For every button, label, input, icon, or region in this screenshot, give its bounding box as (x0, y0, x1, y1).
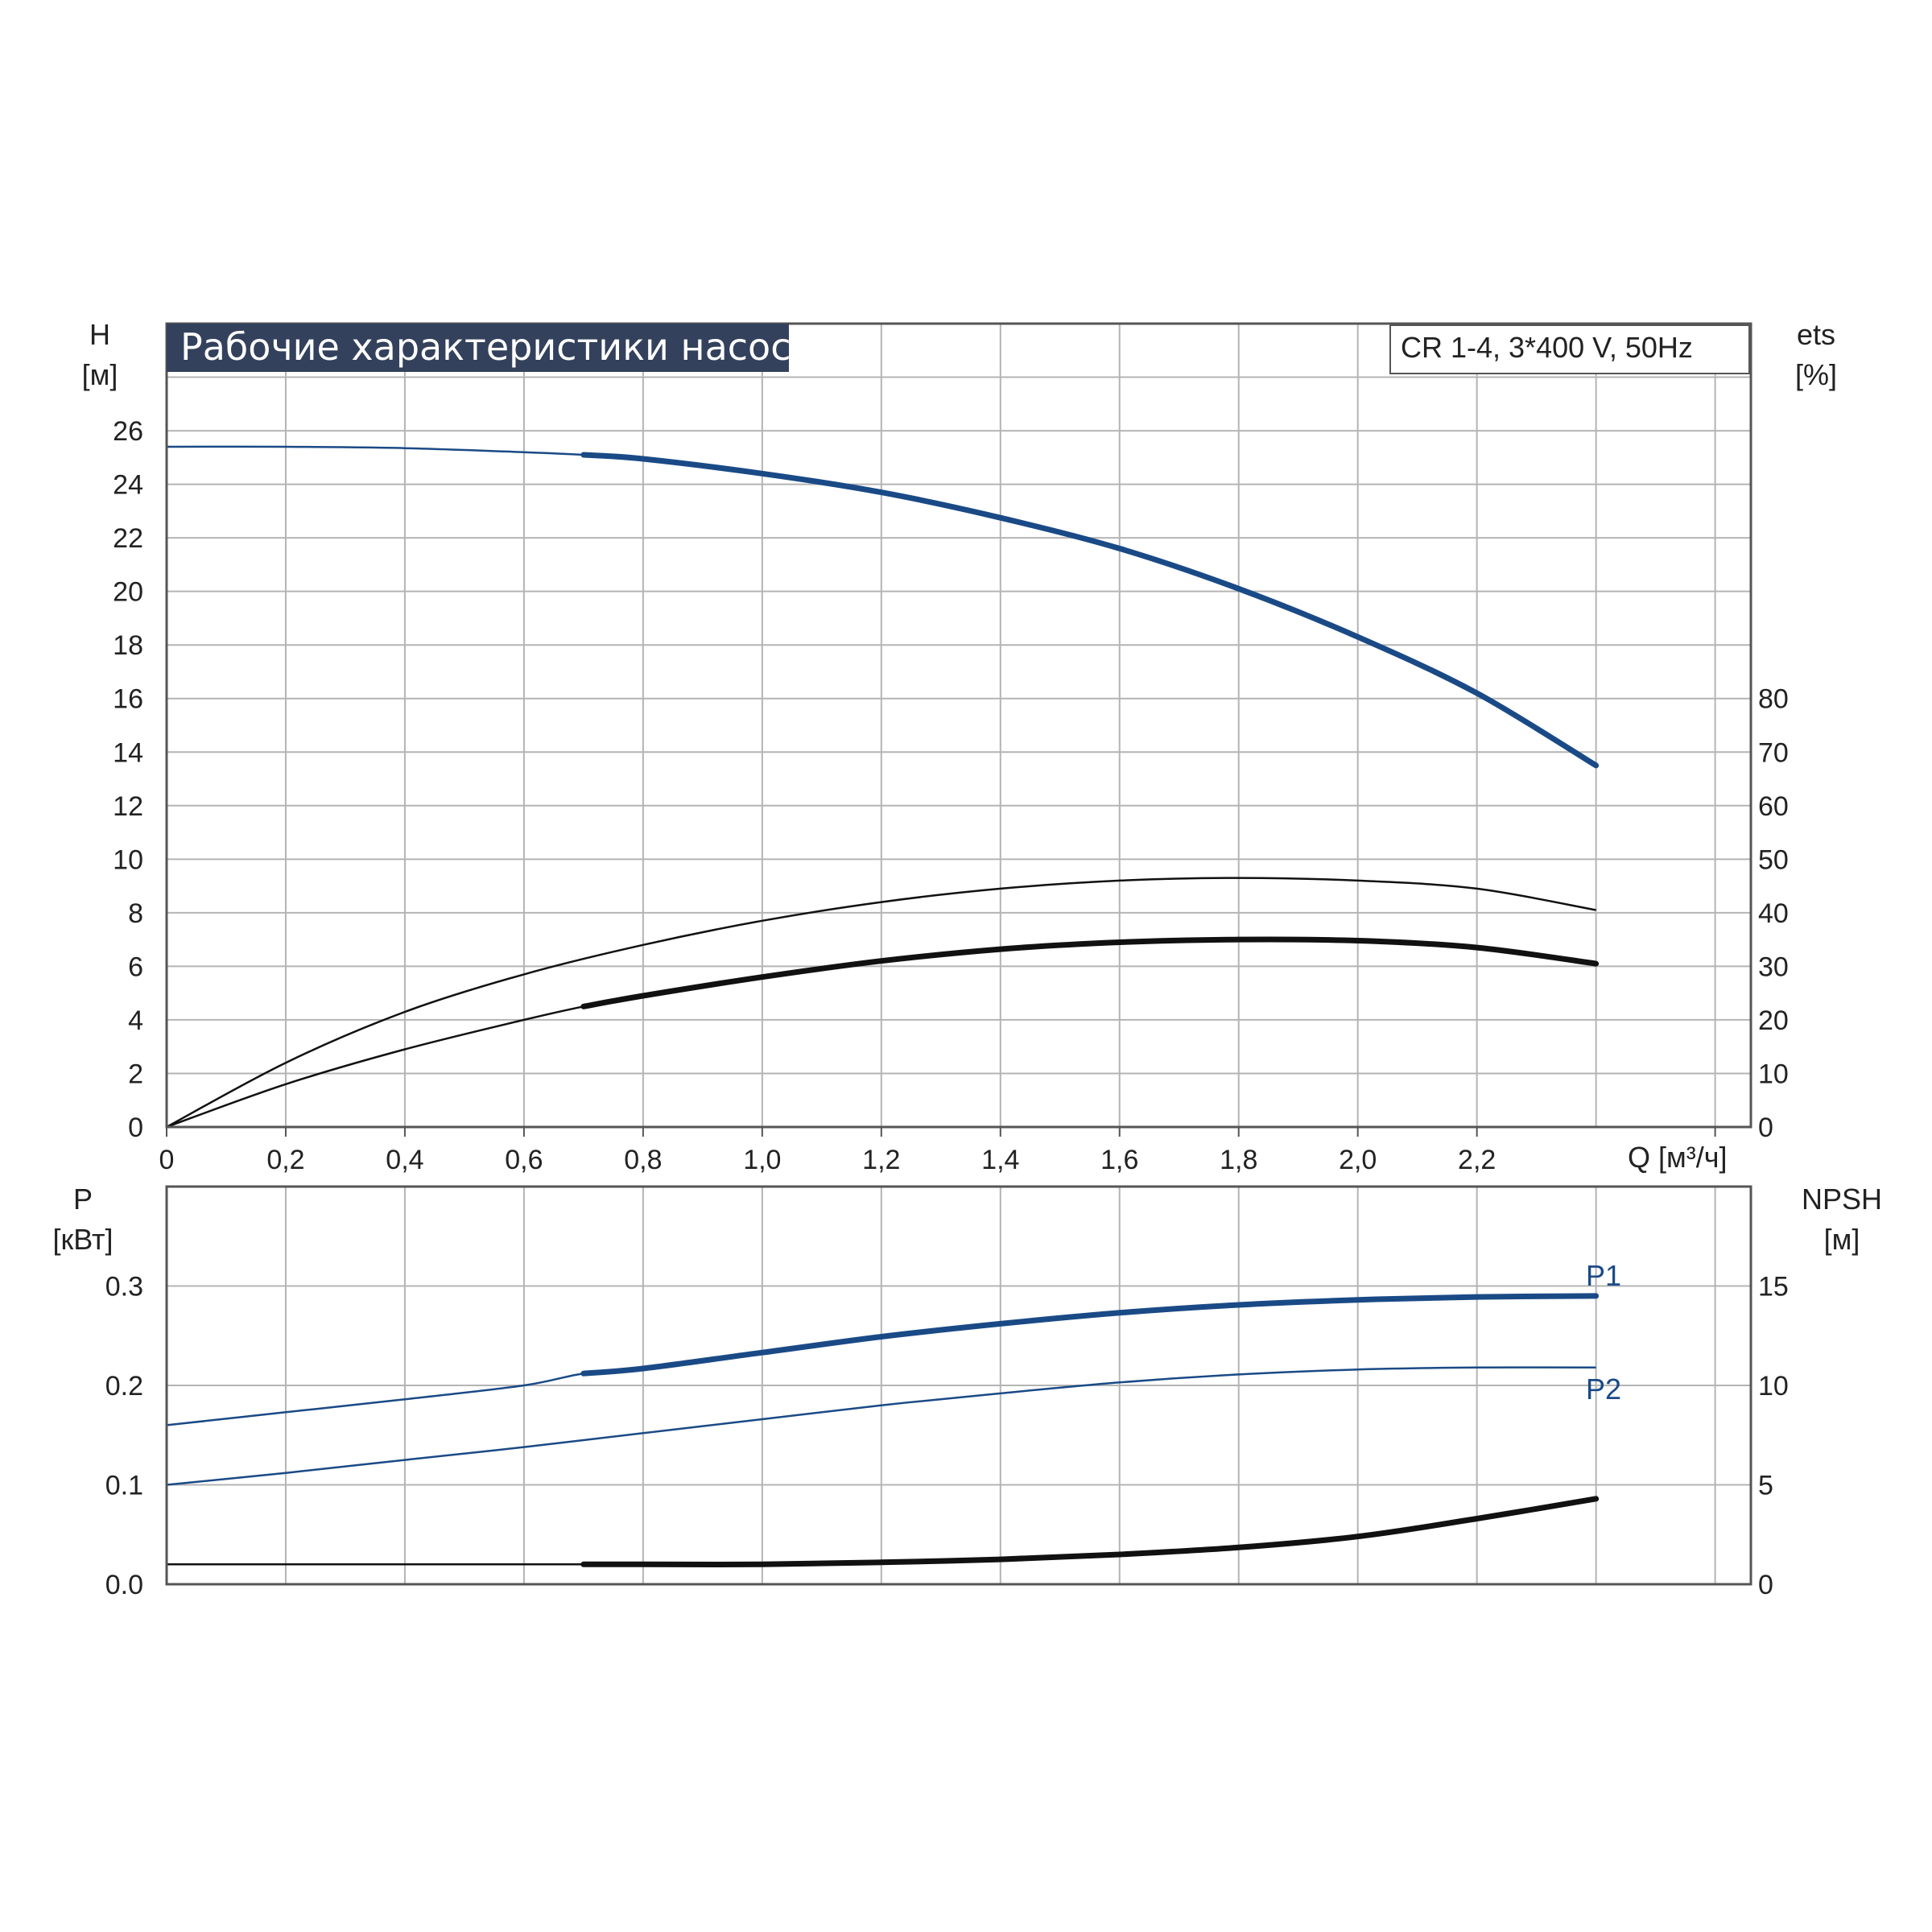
x-tick-label: 0,6 (505, 1145, 543, 1175)
y-right-tick-label: 0 (1758, 1113, 1773, 1143)
y-right-tick-label: 80 (1758, 684, 1789, 715)
y-left-label-top: H (89, 318, 110, 351)
bottom-plot-frame (165, 1185, 1752, 1586)
model-label: CR 1-4, 3*400 V, 50Hz (1401, 331, 1693, 364)
x-tick-label: 2,0 (1339, 1145, 1377, 1175)
npsh-tick-label: 0 (1758, 1570, 1773, 1600)
y-right-label-top: ets (1797, 318, 1835, 351)
model-label-box (1389, 324, 1750, 374)
y-left-tick-label: 22 (113, 523, 143, 554)
curve-head-operating (580, 452, 1600, 769)
y-left-tick-label: 18 (113, 630, 143, 661)
y-right-unit-bottom: [м] (1824, 1223, 1860, 1256)
tick-labels: 0 0,2 0,4 0,6 0,8 1,0 1,2 1,4 1,6 1,8 2,0 2,2024681… (105, 416, 1789, 1600)
curve-efficiency-pump-operating (580, 936, 1600, 1009)
x-tick-label: 1,4 (981, 1145, 1019, 1175)
y-left-tick-label: 8 (128, 898, 143, 929)
x-tick-label: 1,8 (1220, 1145, 1257, 1175)
p-tick-label: 0.2 (105, 1371, 143, 1402)
chart-title: Рабочие характеристики насоса (180, 325, 814, 369)
npsh-tick-label: 10 (1758, 1371, 1789, 1402)
top-plot-frame (165, 322, 1752, 1129)
x-tick-label: 1,6 (1100, 1145, 1138, 1175)
y-left-tick-label: 4 (128, 1005, 143, 1036)
y-right-tick-label: 20 (1758, 1005, 1789, 1036)
y-left-tick-label: 20 (113, 577, 143, 608)
top-plot-curves (166, 445, 1600, 1129)
curve-NPSH-operating (580, 1496, 1600, 1567)
y-left-tick-label: 6 (128, 952, 143, 982)
curve-P1-operating (580, 1293, 1600, 1377)
npsh-tick-label: 15 (1758, 1272, 1789, 1302)
x-tick-label: 0,8 (624, 1145, 662, 1175)
y-left-label-bottom: P (73, 1183, 93, 1216)
y-right-label-bottom: NPSH (1802, 1183, 1882, 1216)
x-tick-label: 0,2 (266, 1145, 304, 1175)
y-left-unit-top: [м] (82, 358, 118, 391)
p-tick-label: 0.1 (105, 1471, 143, 1501)
bottom-plot-curves (166, 1293, 1600, 1567)
x-tick-label: 0,4 (386, 1145, 423, 1175)
y-right-tick-label: 50 (1758, 844, 1789, 875)
y-left-tick-label: 10 (113, 844, 143, 875)
npsh-tick-label: 5 (1758, 1471, 1773, 1501)
series-label-p1: P1 (1586, 1259, 1621, 1292)
curve-P2 (166, 1366, 1596, 1486)
x-tick-label: 1,0 (743, 1145, 781, 1175)
y-left-tick-label: 0 (128, 1113, 143, 1143)
y-right-tick-label: 70 (1758, 737, 1789, 768)
y-left-tick-label: 24 (113, 470, 143, 501)
y-left-tick-label: 16 (113, 684, 143, 715)
y-right-tick-label: 60 (1758, 791, 1789, 822)
y-left-tick-label: 14 (113, 737, 143, 768)
y-right-tick-label: 40 (1758, 898, 1789, 929)
chart-title-box (167, 324, 789, 372)
y-left-tick-label: 12 (113, 791, 143, 822)
curve-efficiency-total (166, 877, 1596, 1129)
x-axis-label: Q [м³/ч] (1628, 1141, 1728, 1174)
y-left-unit-bottom: [кВт] (52, 1223, 113, 1256)
y-left-tick-label: 26 (113, 416, 143, 447)
bottom-plot-grid (166, 1187, 1751, 1585)
x-tick-label: 1,2 (862, 1145, 900, 1175)
top-plot-grid (166, 324, 1751, 1128)
x-tick-label: 0 (159, 1145, 175, 1175)
y-right-tick-label: 10 (1758, 1059, 1789, 1089)
series-label-p2: P2 (1586, 1373, 1621, 1406)
y-right-unit-top: [%] (1795, 358, 1837, 391)
p-tick-label: 0.3 (105, 1272, 143, 1302)
x-tick-label: 2,2 (1458, 1145, 1496, 1175)
y-left-tick-label: 2 (128, 1059, 143, 1089)
p-tick-label: 0.0 (105, 1570, 143, 1600)
y-right-tick-label: 30 (1758, 952, 1789, 982)
